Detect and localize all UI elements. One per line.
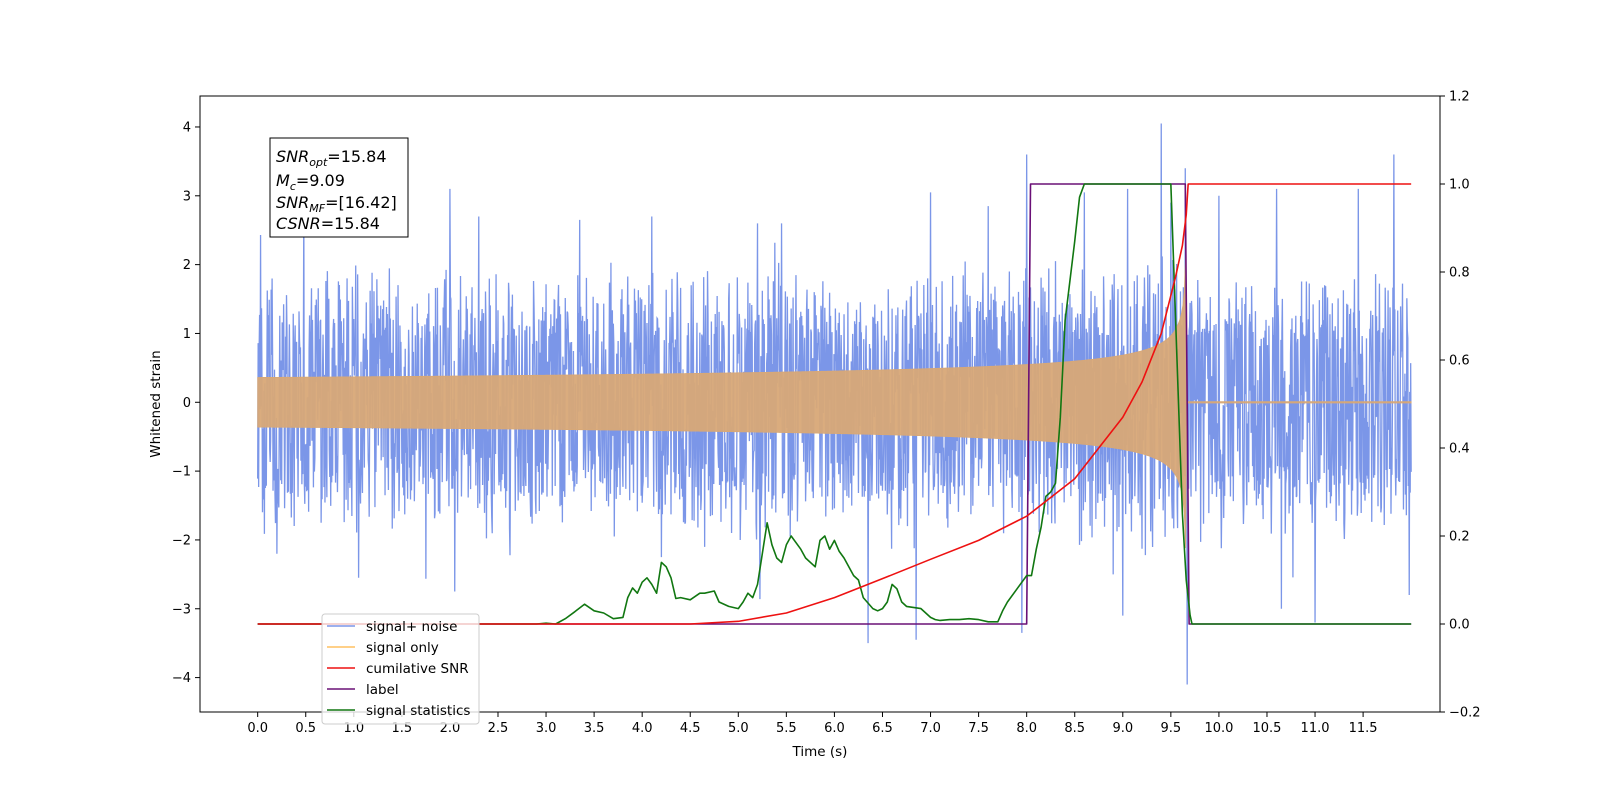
x-axis: 0.0 0.5 1.0 1.5 2.0 2.5 3.0 3.5 4.0 4.5 5.0 5.5 6.0 6…: [247, 712, 1378, 736]
y-left-tick-label: −1: [172, 465, 191, 480]
series-cumulative-snr-line: [257, 183, 1412, 625]
x-tick-label: 9.0: [1112, 721, 1133, 736]
y-right-tick-label: −0.2: [1449, 706, 1481, 721]
annotation-csnr-value: =15.84: [321, 214, 380, 233]
y-left-tick-label: 1: [183, 327, 191, 342]
axes-frame: [199, 95, 1441, 713]
y-left-tick-label: −4: [172, 671, 191, 686]
annotation-box: SNRopt=15.84 Mc=9.09 SNRMF=[16.42] CSNR=…: [269, 137, 409, 238]
legend-label: label: [366, 682, 399, 698]
annotation-mc-value: =9.09: [296, 171, 345, 190]
series-signal-statistics-line: [257, 183, 1412, 625]
y-right-tick-label: 1.0: [1449, 178, 1470, 193]
series-signal-noise-line: [257, 123, 1412, 685]
y-axis-right: 1.2 1.0 0.8 0.6 0.4 0.2 0.0 −0.2: [1440, 90, 1481, 721]
legend-entries: signal+ noise signal only cumilative SNR la…: [327, 619, 470, 719]
x-tick-label: 5.5: [776, 721, 797, 736]
annotation-snr-mf-value: =[16.42]: [325, 193, 397, 212]
annotation-snr-mf: SNRMF=[16.42]: [276, 193, 397, 215]
plot-area: [257, 123, 1412, 685]
annotation-snr-opt-base: SNR: [276, 147, 309, 166]
y-right-tick-label: 0.6: [1449, 354, 1470, 369]
y-right-tick-label: 1.2: [1449, 90, 1470, 105]
annotation-snr-opt: SNRopt=15.84: [276, 147, 387, 169]
x-tick-label: 8.0: [1016, 721, 1037, 736]
y-axis-left: 4 3 2 1 0 −1 −2 −3 −4: [172, 120, 200, 686]
x-tick-label: 10.0: [1204, 721, 1233, 736]
legend-frame: [321, 613, 480, 725]
x-tick-label: 4.5: [680, 721, 701, 736]
annotation-mc-base: M: [276, 171, 290, 190]
annotation-snr-opt-value: =15.84: [327, 147, 386, 166]
x-tick-label: 6.0: [824, 721, 845, 736]
y-right-tick-label: 0.4: [1449, 442, 1470, 457]
annotation-mc: Mc=9.09: [276, 171, 345, 193]
x-tick-label: 4.0: [632, 721, 653, 736]
legend-label: signal statistics: [366, 703, 470, 719]
x-tick-label: 11.5: [1349, 721, 1378, 736]
annotation-frame: [269, 137, 409, 238]
y-right-tick-label: 0.2: [1449, 530, 1470, 545]
x-tick-label: 3.0: [536, 721, 557, 736]
x-tick-label: 1.0: [343, 721, 364, 736]
x-tick-label: 1.5: [392, 721, 413, 736]
x-tick-label: 2.5: [488, 721, 509, 736]
y-left-tick-label: 2: [183, 258, 191, 273]
y-left-tick-label: 0: [183, 396, 191, 411]
x-axis-label: Time (s): [792, 744, 848, 760]
x-tick-label: 11.0: [1301, 721, 1330, 736]
legend-label: cumilative SNR: [366, 661, 469, 677]
legend-label: signal only: [366, 640, 439, 656]
legend: signal+ noise signal only cumilative SNR la…: [321, 613, 480, 725]
y-left-tick-label: −2: [172, 533, 191, 548]
y-left-tick-label: 4: [183, 120, 191, 135]
annotation-snr-mf-sub: MF: [309, 202, 325, 215]
annotation-snr-opt-sub: opt: [309, 156, 328, 169]
x-tick-label: 3.5: [584, 721, 605, 736]
annotation-csnr: CSNR=15.84: [276, 214, 380, 233]
y-axis-label: Whitened strain: [148, 350, 164, 457]
x-tick-label: 10.5: [1253, 721, 1282, 736]
y-right-tick-label: 0.8: [1449, 266, 1470, 281]
x-tick-label: 5.0: [728, 721, 749, 736]
x-tick-label: 0.5: [295, 721, 316, 736]
x-tick-label: 2.0: [440, 721, 461, 736]
x-tick-label: 0.0: [247, 721, 268, 736]
y-left-tick-label: −3: [172, 602, 191, 617]
x-tick-label: 8.5: [1064, 721, 1085, 736]
legend-label: signal+ noise: [366, 619, 457, 635]
x-tick-label: 9.5: [1161, 721, 1182, 736]
x-tick-label: 7.0: [920, 721, 941, 736]
y-left-tick-label: 3: [183, 189, 191, 204]
y-right-tick-label: 0.0: [1449, 618, 1470, 633]
series-signal-only-band: [257, 256, 1412, 549]
x-tick-label: 7.5: [968, 721, 989, 736]
x-tick-label: 6.5: [872, 721, 893, 736]
annotation-snr-mf-base: SNR: [276, 193, 309, 212]
annotation-csnr-base: CSNR: [276, 214, 321, 233]
annotation-mc-sub: c: [290, 180, 296, 193]
